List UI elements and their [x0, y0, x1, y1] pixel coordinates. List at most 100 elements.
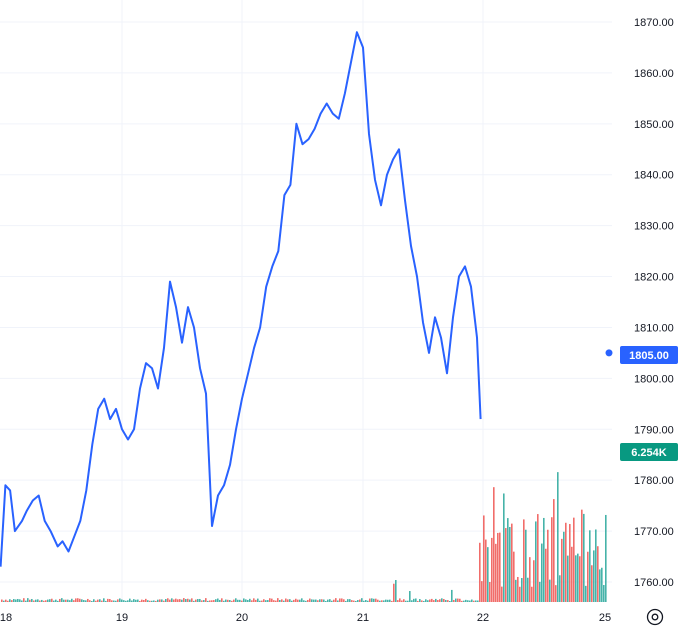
- volume-bar: [23, 598, 25, 602]
- volume-bar: [261, 600, 263, 602]
- volume-bar: [431, 598, 433, 602]
- volume-bar: [91, 600, 93, 602]
- volume-bar: [429, 599, 431, 602]
- volume-bar: [309, 598, 311, 602]
- volume-bar: [425, 599, 427, 602]
- volume-bar: [381, 600, 383, 602]
- volume-bar: [105, 600, 107, 602]
- volume-bar: [587, 551, 589, 602]
- volume-bar: [19, 599, 21, 602]
- volume-bar: [503, 493, 505, 602]
- volume-bar: [113, 600, 115, 602]
- volume-bar: [191, 598, 193, 602]
- volume-bar: [405, 600, 407, 602]
- volume-bar: [303, 600, 305, 602]
- volume-bar: [565, 522, 567, 602]
- volume-bar: [49, 599, 51, 602]
- volume-bar: [181, 599, 183, 602]
- volume-bar: [333, 599, 335, 602]
- volume-bar: [449, 600, 451, 602]
- volume-bar: [535, 521, 537, 602]
- volume-bar: [553, 499, 555, 602]
- volume-bar: [489, 582, 491, 602]
- volume-bar: [35, 599, 37, 602]
- volume-bar: [215, 599, 217, 602]
- volume-bar: [517, 576, 519, 602]
- volume-bar: [103, 598, 105, 602]
- volume-bar: [513, 551, 515, 602]
- volume-bar: [547, 529, 549, 602]
- volume-bar: [427, 600, 429, 602]
- volume-bar: [41, 599, 43, 602]
- volume-bar: [221, 598, 223, 602]
- volume-bar: [139, 600, 141, 602]
- volume-bar: [343, 599, 345, 602]
- volume-bar: [137, 599, 139, 602]
- y-tick-label: 1770.00: [634, 526, 674, 538]
- volume-bar: [27, 598, 29, 602]
- volume-bar: [461, 600, 463, 602]
- volume-bar: [475, 600, 477, 602]
- volume-bar: [81, 599, 83, 602]
- volume-bar: [471, 599, 473, 602]
- volume-bar: [443, 598, 445, 602]
- volume-bar: [315, 599, 317, 602]
- volume-bar: [57, 600, 59, 602]
- volume-bar: [71, 598, 73, 602]
- volume-bar: [435, 598, 437, 602]
- volume-bar: [433, 600, 435, 602]
- volume-bar: [523, 519, 525, 602]
- volume-bar: [147, 600, 149, 602]
- volume-bar: [299, 599, 301, 602]
- volume-bar: [265, 600, 267, 602]
- volume-bar: [495, 543, 497, 602]
- volume-bar: [391, 600, 393, 602]
- volume-bar: [149, 600, 151, 602]
- volume-bar: [337, 600, 339, 602]
- volume-bar: [531, 586, 533, 602]
- volume-bar: [11, 600, 13, 602]
- volume-bar: [577, 553, 579, 602]
- volume-bar: [601, 567, 603, 602]
- volume-bar: [541, 543, 543, 602]
- volume-bar: [419, 599, 421, 602]
- volume-bar: [321, 599, 323, 602]
- volume-bar: [363, 600, 365, 602]
- volume-bar: [569, 524, 571, 602]
- vertical-gridlines: [121, 0, 484, 602]
- y-tick-label: 1780.00: [634, 475, 674, 487]
- volume-bar: [385, 599, 387, 602]
- volume-bar: [571, 546, 573, 602]
- volume-bar: [323, 599, 325, 602]
- volume-bar: [505, 528, 507, 602]
- volume-bar: [317, 600, 319, 602]
- volume-bar: [319, 599, 321, 602]
- volume-bar: [595, 529, 597, 602]
- y-tick-label: 1810.00: [634, 322, 674, 334]
- volume-bar: [185, 599, 187, 602]
- y-tick-label: 1870.00: [634, 17, 674, 29]
- volume-bar: [171, 598, 173, 602]
- volume-bar: [141, 599, 143, 602]
- volume-bar: [327, 599, 329, 602]
- volume-bar: [127, 600, 129, 602]
- volume-bar: [55, 599, 57, 602]
- volume-bar: [131, 600, 133, 602]
- volume-bar: [229, 600, 231, 602]
- volume-bar: [561, 538, 563, 602]
- volume-bar: [53, 600, 55, 602]
- volume-bar: [413, 598, 415, 602]
- volume-bar: [107, 598, 109, 602]
- volume-bar: [451, 589, 453, 602]
- settings-gear-icon[interactable]: [644, 606, 666, 628]
- volume-bar: [189, 599, 191, 602]
- volume-bar: [237, 599, 239, 602]
- volume-bar: [87, 598, 89, 602]
- volume-bar: [259, 600, 261, 602]
- volume-bar: [207, 600, 209, 602]
- volume-bar: [555, 585, 557, 602]
- volume-bar: [199, 598, 201, 602]
- x-axis-labels: 18 19 20 21 22 25: [0, 612, 611, 624]
- volume-bar: [525, 529, 527, 602]
